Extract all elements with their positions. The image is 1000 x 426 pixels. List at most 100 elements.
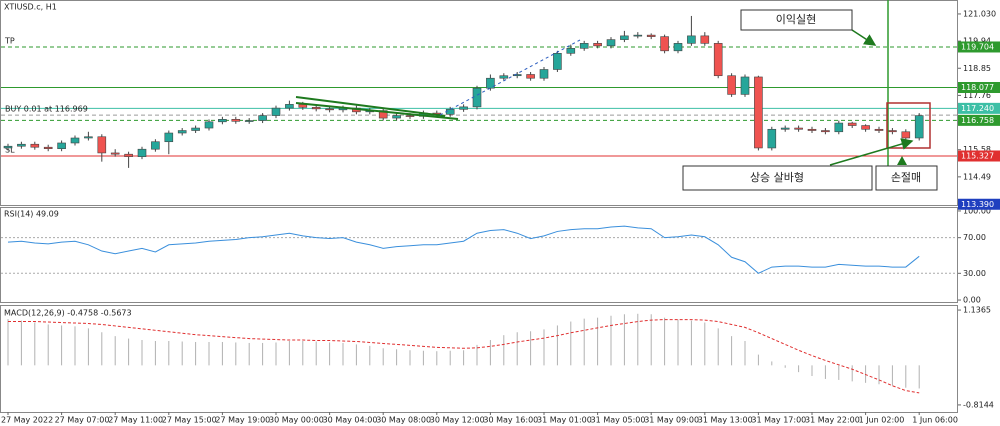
candle-body — [553, 53, 562, 70]
candle-body — [325, 108, 334, 111]
candle-body — [780, 127, 790, 130]
candle-body — [231, 119, 241, 122]
x-tick-label: 27 May 19:00 — [215, 416, 270, 425]
x-tick-label: 27 May 07:00 — [55, 416, 110, 425]
candle-body — [914, 115, 924, 139]
x-tick-label: 27 May 11:00 — [108, 416, 163, 425]
x-tick-label: 31 May 05:00 — [591, 416, 646, 425]
candle-body — [110, 152, 120, 155]
flag-line — [295, 96, 446, 117]
signal-line — [8, 319, 920, 394]
annotation: 상승 살바형 — [750, 171, 804, 184]
x-tick-label: 31 May 22:00 — [805, 416, 860, 425]
candle-body — [57, 142, 66, 150]
candle-body — [285, 104, 294, 109]
rsi-line — [7, 225, 920, 274]
candle-body — [593, 43, 602, 47]
candle-body — [740, 76, 750, 95]
candle-body — [405, 115, 415, 117]
candle-body — [673, 43, 683, 52]
x-tick-label: 27 May 2022 — [1, 416, 53, 425]
trade-line — [439, 39, 581, 116]
price-tag — [958, 102, 1000, 114]
price-tag — [958, 41, 1000, 53]
candle-body — [244, 120, 254, 122]
price-tag-label: 117.240 — [961, 104, 994, 113]
candle-body — [30, 143, 40, 148]
candle-body — [445, 109, 455, 115]
candle-body — [472, 87, 482, 108]
y-tick-label: 118.85 — [963, 64, 991, 73]
main-panel — [0, 0, 958, 206]
candle-body — [579, 43, 589, 49]
macd-title: MACD(12,26,9) -0.4758 -0.5673 — [4, 309, 132, 318]
candle-body — [124, 153, 133, 157]
annotation-box — [875, 165, 938, 191]
candle-body — [392, 115, 401, 119]
candle-body — [620, 35, 629, 40]
x-tick-label: 1 Jun 02:00 — [859, 416, 905, 425]
annotation: 이익실현 — [776, 13, 816, 26]
candle-body — [486, 77, 495, 89]
candle-body — [847, 122, 857, 126]
x-tick-label: 27 May 15:00 — [162, 416, 217, 425]
candle-body — [218, 119, 227, 123]
x-tick-label: 1 Jun 06:00 — [912, 416, 958, 425]
annotation-box — [740, 9, 853, 31]
price-tag-label: 115.327 — [961, 152, 994, 161]
candle-body — [258, 115, 267, 121]
candle-body — [834, 122, 844, 133]
price-tag-label: 116.758 — [961, 116, 994, 125]
candle-body — [311, 107, 321, 110]
candle-body — [70, 137, 80, 144]
price-tag-label: 113.390 — [961, 200, 994, 209]
y-tick-label: 0.00 — [963, 296, 981, 305]
x-tick-label: 31 May 17:00 — [751, 416, 806, 425]
candle-body — [151, 141, 160, 150]
y-tick-label: 115.58 — [963, 145, 991, 154]
candle-body — [164, 132, 174, 143]
candle-body — [499, 75, 509, 79]
candle-body — [660, 36, 669, 52]
price-tag — [958, 198, 1000, 210]
rsi-title: RSI(14) 49.09 — [4, 210, 59, 219]
candle-body — [687, 35, 696, 44]
x-tick-label: 31 May 09:00 — [644, 416, 699, 425]
y-tick-label: 114.49 — [963, 172, 991, 181]
candle-body — [767, 128, 777, 149]
price-tag — [958, 114, 1000, 126]
arrow — [829, 138, 914, 166]
price-line-name: BUY 0.01 at 116.969 — [5, 105, 88, 114]
candle-body — [861, 125, 870, 130]
arrow — [851, 29, 877, 46]
x-tick-label: 31 May 01:00 — [537, 416, 592, 425]
marker — [897, 156, 907, 165]
candle-body — [271, 107, 281, 116]
x-tick-label: 30 May 16:00 — [483, 416, 538, 425]
candle-body — [700, 35, 710, 44]
y-tick-label: 1.1365 — [963, 306, 991, 315]
price-tag-label: 118.077 — [961, 83, 994, 92]
candle-body — [526, 74, 535, 79]
y-tick-label: 119.94 — [963, 37, 991, 46]
candle-body — [17, 143, 26, 147]
candle-body — [137, 148, 147, 157]
annotation-box — [682, 165, 873, 191]
x-tick-label: 30 May 08:00 — [376, 416, 431, 425]
y-tick-label: -0.8144 — [963, 400, 994, 409]
candle-body — [754, 76, 763, 149]
price-line-name: SL — [5, 146, 15, 155]
annotation: 손절매 — [891, 171, 921, 184]
price-line-name: TP — [4, 36, 15, 45]
y-tick-label: 117.76 — [963, 91, 991, 100]
candle-body — [821, 130, 830, 133]
x-tick-label: 30 May 04:00 — [323, 416, 378, 425]
candle-body — [901, 131, 911, 139]
y-tick-label: 100.00 — [963, 206, 991, 215]
candle-body — [794, 127, 803, 130]
price-tag — [958, 150, 1000, 162]
candle-body — [191, 127, 200, 131]
candle-body — [539, 69, 549, 79]
x-tick-label: 30 May 12:00 — [430, 416, 485, 425]
candle-body — [727, 75, 736, 95]
